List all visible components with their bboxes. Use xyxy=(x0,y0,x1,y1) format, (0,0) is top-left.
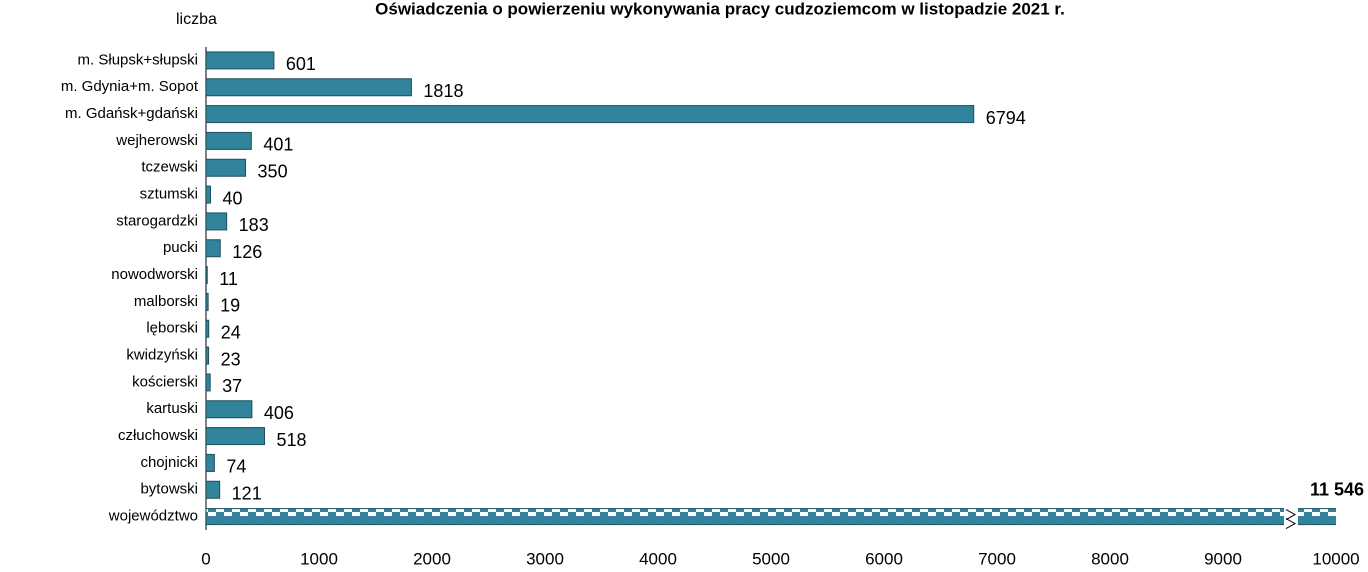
value-label: 406 xyxy=(264,403,294,423)
category-label: tczewski xyxy=(141,159,198,176)
category-label: bytowski xyxy=(140,481,198,498)
bar xyxy=(206,319,210,338)
x-tick-label: 6000 xyxy=(865,549,903,568)
bar xyxy=(206,51,275,70)
category-label: m. Gdynia+m. Sopot xyxy=(61,78,199,95)
axis-break-mark xyxy=(1285,509,1297,530)
value-label: 24 xyxy=(221,323,241,343)
category-label: sztumski xyxy=(140,186,198,203)
x-tick-label: 0 xyxy=(201,549,210,568)
bar xyxy=(206,78,412,97)
category-label: m. Gdańsk+gdański xyxy=(65,105,198,122)
value-label: 6794 xyxy=(986,108,1026,128)
category-label: człuchowski xyxy=(118,427,198,444)
value-label: 23 xyxy=(221,349,241,369)
category-label: lęborski xyxy=(146,320,198,337)
category-label: nowodworski xyxy=(111,266,198,283)
value-label: 183 xyxy=(239,215,269,235)
bar xyxy=(206,346,210,365)
value-label: 74 xyxy=(226,457,246,477)
category-label: pucki xyxy=(163,239,198,256)
x-tick-label: 7000 xyxy=(978,549,1016,568)
category-label: kościerski xyxy=(132,373,198,390)
category-label: wejherowski xyxy=(115,132,198,149)
bar xyxy=(206,453,215,472)
bar xyxy=(206,373,211,392)
value-label: 121 xyxy=(232,484,262,504)
value-label: 11 546 xyxy=(1310,479,1364,499)
category-label: chojnicki xyxy=(140,454,198,471)
value-label: 37 xyxy=(222,376,242,396)
x-tick-label: 9000 xyxy=(1204,549,1242,568)
bar xyxy=(206,105,975,124)
x-tick-label: 1000 xyxy=(300,549,338,568)
value-label: 11 xyxy=(219,269,238,289)
chart-title: Oświadczenia o powierzeniu wykonywania p… xyxy=(375,0,1065,18)
x-tick-label: 4000 xyxy=(639,549,677,568)
bar xyxy=(206,508,1336,526)
category-label: starogardzki xyxy=(116,212,198,229)
category-label: m. Słupsk+słupski xyxy=(78,51,198,68)
value-label: 126 xyxy=(232,242,262,262)
value-label: 518 xyxy=(277,430,307,450)
x-tick-label: 3000 xyxy=(526,549,564,568)
x-tick-label: 8000 xyxy=(1091,549,1129,568)
bar xyxy=(206,292,209,311)
bar xyxy=(206,427,266,446)
category-label: województwo xyxy=(108,508,198,525)
value-label: 401 xyxy=(263,135,293,155)
value-label: 1818 xyxy=(423,81,463,101)
bars xyxy=(206,51,1336,526)
value-label: 40 xyxy=(223,188,243,208)
bar xyxy=(206,400,253,419)
bar xyxy=(206,480,221,499)
x-tick-label: 2000 xyxy=(413,549,451,568)
category-label: kwidzyński xyxy=(126,347,198,364)
category-label: kartuski xyxy=(146,400,198,417)
bar xyxy=(206,185,212,204)
value-label: 19 xyxy=(220,296,240,316)
value-label: 601 xyxy=(286,54,316,74)
bar xyxy=(206,212,228,231)
x-tick-label: 10000 xyxy=(1312,549,1359,568)
bar xyxy=(206,131,252,150)
bar xyxy=(206,158,247,177)
value-label: 350 xyxy=(258,162,288,182)
bar xyxy=(206,239,221,258)
x-tick-label: 5000 xyxy=(752,549,790,568)
category-label: malborski xyxy=(134,293,198,310)
axis-label: liczba xyxy=(176,11,217,28)
bar xyxy=(206,266,208,285)
